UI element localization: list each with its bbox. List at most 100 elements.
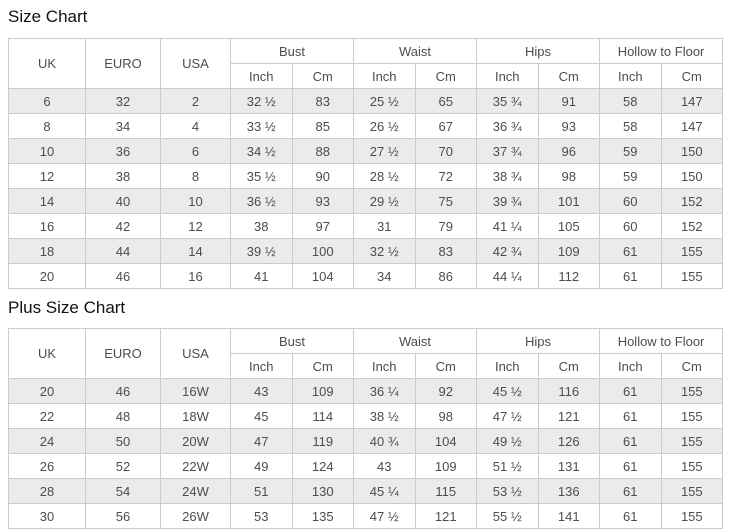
size-cell: 36 ¼	[353, 378, 416, 404]
unit-header: Inch	[476, 63, 539, 89]
size-cell: 6	[160, 138, 231, 164]
size-cell: 55 ½	[476, 503, 539, 529]
size-cell: 12	[8, 163, 86, 189]
plus-size-chart-table-header: UK EURO USA Bust Waist Hips Hollow to Floor Inc…	[8, 328, 724, 379]
size-cell: 51	[230, 478, 293, 504]
size-cell: 2	[160, 88, 231, 114]
size-cell: 59	[599, 138, 662, 164]
size-chart-title: Size Chart	[8, 7, 88, 26]
size-system-header: UK	[8, 38, 86, 89]
table-row: 24 50 20W 47 119 40 ¾ 104 49 ½ 126 61 155	[8, 428, 724, 454]
size-cell: 53 ½	[476, 478, 539, 504]
size-cell: 83	[414, 238, 478, 264]
header-row-units: Inch Cm Inch Cm Inch Cm Inch Cm	[9, 353, 724, 379]
size-cell: 8	[8, 113, 86, 139]
header-row-units: Inch Cm Inch Cm Inch Cm Inch Cm	[9, 63, 724, 89]
size-cell: 75	[414, 188, 478, 214]
size-cell: 38	[85, 163, 161, 189]
size-cell: 58	[599, 113, 662, 139]
size-cell: 155	[660, 238, 724, 264]
size-cell: 61	[599, 403, 662, 429]
unit-header: Inch	[599, 353, 662, 379]
size-cell: 155	[660, 378, 724, 404]
size-cell: 109	[537, 238, 601, 264]
size-system-header: USA	[160, 38, 231, 89]
size-cell: 61	[599, 428, 662, 454]
size-cell: 29 ½	[353, 188, 416, 214]
size-cell: 18W	[160, 403, 231, 429]
size-cell: 141	[537, 503, 601, 529]
size-cell: 35 ¾	[476, 88, 539, 114]
measurement-group-header: Waist	[353, 38, 478, 64]
size-cell: 58	[599, 88, 662, 114]
size-cell: 41	[230, 263, 293, 289]
size-chart-table: UK EURO USA Bust Waist Hips Hollow to Floor Inc…	[8, 38, 724, 289]
size-cell: 121	[414, 503, 478, 529]
size-cell: 45 ¼	[353, 478, 416, 504]
size-cell: 20W	[160, 428, 231, 454]
size-cell: 119	[291, 428, 355, 454]
size-cell: 20	[8, 378, 86, 404]
size-cell: 49	[230, 453, 293, 479]
size-cell: 61	[599, 453, 662, 479]
unit-header: Inch	[599, 63, 662, 89]
measurement-group-header: Hips	[476, 38, 601, 64]
size-cell: 33 ½	[230, 113, 293, 139]
size-cell: 10	[8, 138, 86, 164]
size-cell: 28 ½	[353, 163, 416, 189]
size-cell: 150	[660, 138, 724, 164]
size-cell: 86	[414, 263, 478, 289]
size-cell: 130	[291, 478, 355, 504]
size-cell: 51 ½	[476, 453, 539, 479]
size-cell: 39 ½	[230, 238, 293, 264]
size-cell: 46	[85, 263, 161, 289]
header-row-groups: UK EURO USA Bust Waist Hips Hollow to Floor	[8, 328, 724, 379]
size-cell: 56	[85, 503, 161, 529]
size-cell: 155	[660, 503, 724, 529]
size-cell: 38	[230, 213, 293, 239]
size-cell: 147	[660, 113, 724, 139]
unit-header: Cm	[537, 63, 601, 89]
size-cell: 14	[8, 188, 86, 214]
size-cell: 22	[8, 403, 86, 429]
size-cell: 40	[85, 188, 161, 214]
size-cell: 27 ½	[353, 138, 416, 164]
size-cell: 44 ¼	[476, 263, 539, 289]
measurement-group-header: Waist	[353, 328, 478, 354]
size-cell: 152	[660, 188, 724, 214]
size-cell: 96	[537, 138, 601, 164]
size-cell: 35 ½	[230, 163, 293, 189]
size-cell: 26	[8, 453, 86, 479]
measurement-group-header: Hips	[476, 328, 601, 354]
size-cell: 43	[230, 378, 293, 404]
size-cell: 105	[537, 213, 601, 239]
table-row: 28 54 24W 51 130 45 ¼ 115 53 ½ 136 61 155	[8, 478, 724, 504]
size-cell: 42 ¾	[476, 238, 539, 264]
size-cell: 155	[660, 263, 724, 289]
size-cell: 20	[8, 263, 86, 289]
size-cell: 131	[537, 453, 601, 479]
size-cell: 4	[160, 113, 231, 139]
size-cell: 61	[599, 503, 662, 529]
size-cell: 121	[537, 403, 601, 429]
size-cell: 61	[599, 238, 662, 264]
size-cell: 46	[85, 378, 161, 404]
size-cell: 155	[660, 478, 724, 504]
size-cell: 41 ¼	[476, 213, 539, 239]
size-chart-table-header: UK EURO USA Bust Waist Hips Hollow to Floor Inc…	[8, 38, 724, 89]
size-cell: 26 ½	[353, 113, 416, 139]
size-cell: 112	[537, 263, 601, 289]
size-system-header: USA	[160, 328, 231, 379]
size-cell: 36 ¾	[476, 113, 539, 139]
table-row: 18 44 14 39 ½ 100 32 ½ 83 42 ¾ 109 61 155	[8, 238, 724, 264]
table-row: 22 48 18W 45 114 38 ½ 98 47 ½ 121 61 155	[8, 403, 724, 429]
measurement-group-header: Bust	[229, 328, 355, 354]
size-cell: 109	[291, 378, 355, 404]
unit-header: Inch	[353, 63, 416, 89]
size-cell: 40 ¾	[353, 428, 416, 454]
unit-header: Cm	[291, 353, 355, 379]
size-system-header: UK	[8, 328, 86, 379]
size-cell: 98	[537, 163, 601, 189]
size-cell: 116	[537, 378, 601, 404]
